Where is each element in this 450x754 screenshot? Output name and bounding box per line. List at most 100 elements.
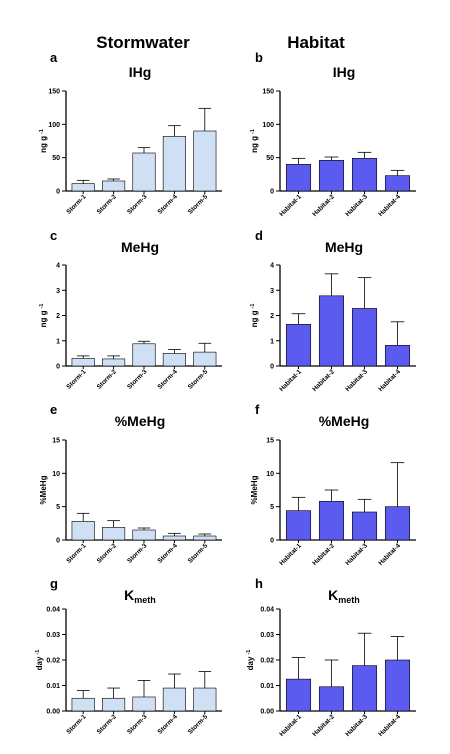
- panel-letter: f: [255, 402, 260, 417]
- bar: [285, 164, 312, 192]
- y-axis-label-main: ng g: [250, 136, 259, 153]
- bar: [193, 687, 217, 712]
- y-axis-label: ng g-1: [250, 304, 259, 328]
- y-axis-label-superscript: -1: [250, 129, 256, 134]
- x-tick-label: Habitat-4: [377, 193, 402, 218]
- y-axis-label-main: day: [35, 656, 44, 670]
- bar: [351, 308, 378, 367]
- y-axis-label-superscript: -1: [246, 650, 252, 655]
- y-tick-label: 50: [266, 155, 274, 162]
- y-tick-label: 10: [266, 471, 274, 478]
- x-tick-label: Habitat-2: [311, 193, 336, 218]
- panel-letter: g: [50, 576, 58, 591]
- y-tick-label: 0: [56, 189, 60, 196]
- bar: [193, 130, 217, 192]
- x-tick-label: Storm-1: [65, 193, 88, 216]
- column-title-stormwater: Stormwater: [96, 33, 190, 52]
- y-tick-label: 4: [270, 263, 274, 270]
- bar: [351, 511, 378, 541]
- panel-letter: e: [50, 402, 57, 417]
- panel-letter: d: [255, 228, 263, 243]
- bar: [285, 678, 312, 712]
- bar: [318, 686, 345, 712]
- bar: [285, 510, 312, 541]
- chart-panel-a: a IHg ng g -1 0 50 100 150 Storm-1 Storm-2 Storm-3…: [39, 50, 222, 216]
- chart-panel-h: h Kmeth day-1 0.00 0.01 0.02 0.03 0.04 Habitat-1…: [246, 576, 416, 738]
- chart-title: MeHg: [121, 239, 159, 255]
- y-axis-label-main: %MeHg: [250, 475, 259, 504]
- bar: [132, 343, 156, 367]
- y-tick-label: 4: [56, 263, 60, 270]
- x-tick-label: Storm-4: [156, 542, 179, 565]
- bar: [162, 535, 186, 541]
- x-tick-label: Habitat-3: [344, 193, 369, 218]
- x-tick-label: Habitat-4: [377, 368, 402, 393]
- x-tick-label: Storm-2: [96, 713, 119, 736]
- x-tick-label: Habitat-3: [344, 368, 369, 393]
- y-axis-label: %MeHg: [250, 475, 259, 504]
- chart-title: IHg: [333, 64, 356, 80]
- x-tick-label: Storm-5: [187, 713, 210, 736]
- chart-title-main: MeHg: [121, 239, 159, 255]
- x-tick-label: Storm-5: [187, 368, 210, 391]
- y-tick-label: 0: [270, 189, 274, 196]
- bar: [318, 160, 345, 192]
- bar: [132, 152, 156, 192]
- bar: [384, 175, 411, 192]
- x-tick-label: Habitat-3: [344, 713, 369, 738]
- bar: [193, 535, 217, 541]
- x-tick-label: Habitat-2: [311, 368, 336, 393]
- y-tick-label: 0.03: [46, 632, 60, 639]
- x-tick-label: Storm-1: [65, 542, 88, 565]
- y-tick-label: 150: [48, 89, 60, 96]
- y-axis-label-superscript: -1: [39, 129, 45, 134]
- y-axis-label: %MeHg: [39, 475, 48, 504]
- bar: [71, 358, 95, 367]
- x-tick-label: Storm-2: [96, 368, 119, 391]
- y-tick-label: 1: [270, 338, 274, 345]
- x-tick-label: Habitat-1: [278, 368, 303, 393]
- chart-title: %MeHg: [319, 413, 370, 429]
- bar: [71, 697, 95, 712]
- chart-panel-e: e %MeHg %MeHg 0 5 10 15 Storm-1 Storm-2 Storm-3 St…: [39, 402, 222, 565]
- x-tick-label: Storm-3: [126, 713, 149, 736]
- y-tick-label: 100: [48, 122, 60, 129]
- x-tick-label: Habitat-1: [278, 713, 303, 738]
- bar: [162, 687, 186, 712]
- y-tick-label: 0.01: [46, 683, 60, 690]
- y-axis-label-superscript: -1: [39, 304, 45, 309]
- chart-title: Kmeth: [328, 587, 360, 605]
- bar: [318, 501, 345, 541]
- y-tick-label: 0.02: [260, 658, 274, 665]
- chart-title-main: K: [124, 587, 134, 603]
- y-axis-label-main: %MeHg: [39, 475, 48, 504]
- bar: [285, 324, 312, 367]
- chart-title: %MeHg: [115, 413, 166, 429]
- chart-title: MeHg: [325, 239, 363, 255]
- bar: [162, 353, 186, 367]
- y-tick-label: 0: [270, 538, 274, 545]
- y-axis-label-main: ng g: [39, 136, 48, 153]
- y-tick-label: 10: [52, 471, 60, 478]
- chart-title-subscript: meth: [134, 595, 156, 605]
- y-tick-label: 0: [270, 364, 274, 371]
- y-tick-label: 0: [56, 364, 60, 371]
- x-tick-label: Habitat-1: [278, 542, 303, 567]
- chart-title-main: %MeHg: [319, 413, 370, 429]
- y-tick-label: 2: [56, 313, 60, 320]
- y-axis-label: ng g-1: [39, 304, 48, 328]
- y-tick-label: 0.00: [260, 709, 274, 716]
- x-tick-label: Habitat-4: [377, 713, 402, 738]
- x-tick-label: Habitat-3: [344, 542, 369, 567]
- bar: [102, 527, 126, 541]
- bar: [102, 697, 126, 712]
- bar: [318, 295, 345, 367]
- bar: [162, 136, 186, 192]
- y-tick-label: 150: [262, 89, 274, 96]
- x-tick-label: Storm-3: [126, 542, 149, 565]
- chart-title: IHg: [129, 64, 152, 80]
- y-tick-label: 100: [262, 122, 274, 129]
- bar: [132, 696, 156, 712]
- chart-title-main: %MeHg: [115, 413, 166, 429]
- y-tick-label: 2: [270, 313, 274, 320]
